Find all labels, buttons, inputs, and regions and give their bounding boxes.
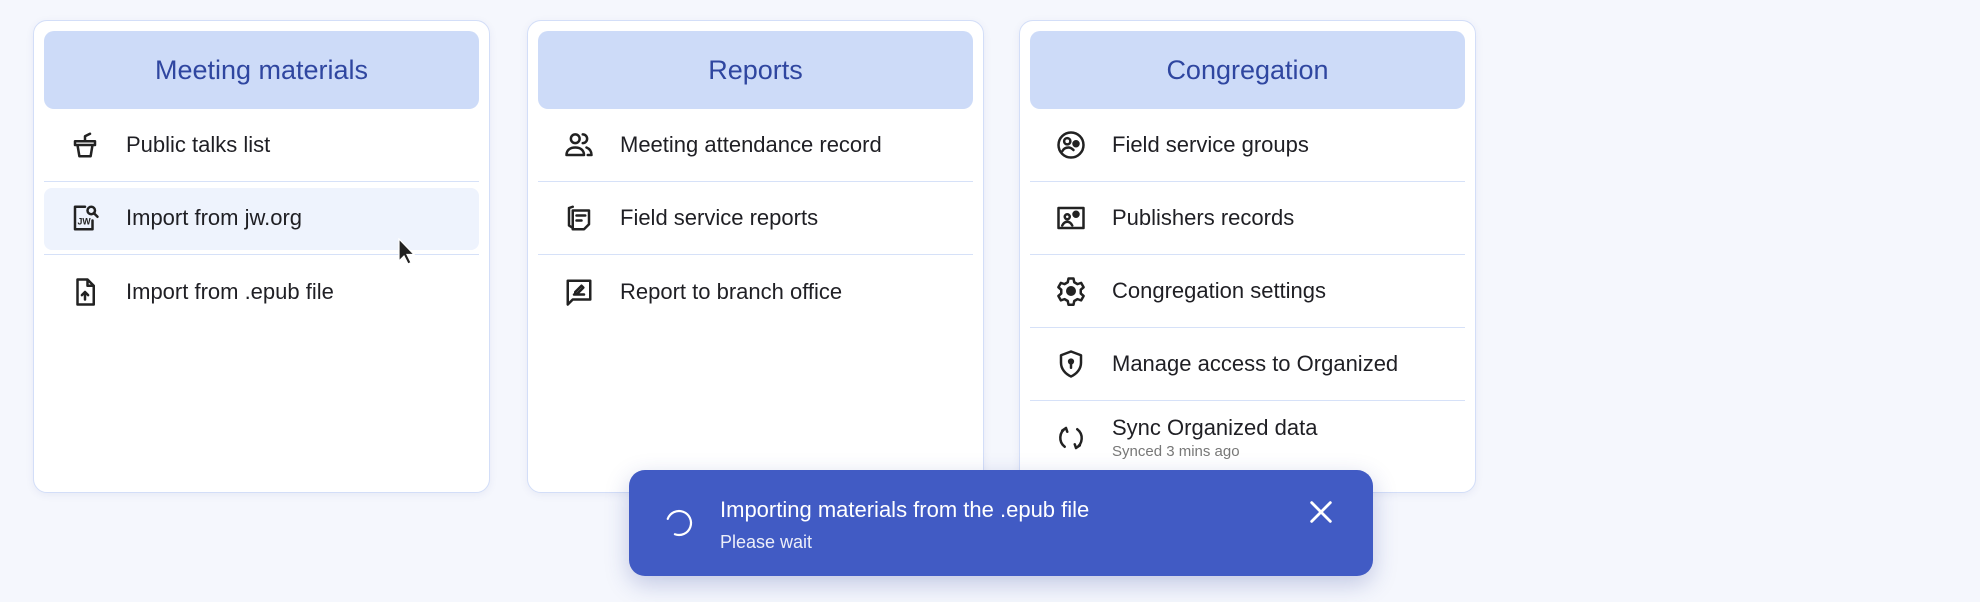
menu-item-manage-access[interactable]: Manage access to Organized: [1030, 328, 1465, 401]
sync-status: Synced 3 mins ago: [1112, 443, 1240, 460]
menu-item-public-talks[interactable]: Public talks list: [44, 109, 479, 182]
menu-item-field-service-reports[interactable]: Field service reports: [538, 182, 973, 255]
mouse-cursor-icon: [398, 238, 416, 265]
menu-item-attendance[interactable]: Meeting attendance record: [538, 109, 973, 182]
close-icon[interactable]: [1307, 498, 1335, 526]
spinner-icon: [666, 509, 693, 537]
menu-item-label: Congregation settings: [1112, 278, 1327, 303]
gear-icon: [1056, 276, 1086, 306]
sync-icon: [1056, 423, 1086, 453]
menu-item-label: Manage access to Organized: [1112, 351, 1399, 376]
menu-item-label: Sync Organized data Synced 3 mins ago: [1112, 415, 1318, 460]
menu-item-label: Publishers records: [1112, 205, 1295, 230]
id-card-icon: [1056, 203, 1086, 233]
menu-item-groups[interactable]: Field service groups: [1030, 109, 1465, 182]
card-reports: Reports Meeting attendance record Field …: [527, 20, 984, 493]
card-title: Congregation: [1030, 31, 1465, 109]
menu-item-label: Meeting attendance record: [620, 132, 882, 157]
report-sign-icon: [564, 277, 594, 307]
svg-text:JW: JW: [78, 216, 92, 226]
menu-item-publishers[interactable]: Publishers records: [1030, 182, 1465, 255]
menu-item-sync[interactable]: Sync Organized data Synced 3 mins ago: [1030, 401, 1465, 474]
card-title: Meeting materials: [44, 31, 479, 109]
menu-item-import-jw[interactable]: JW Import from jw.org: [44, 182, 479, 255]
file-upload-icon: [70, 277, 100, 307]
import-toast: Importing materials from the .epub file …: [629, 470, 1373, 576]
menu-item-settings[interactable]: Congregation settings: [1030, 255, 1465, 328]
card-congregation: Congregation Field service groups Publis…: [1019, 20, 1476, 493]
menu-item-label: Field service reports: [620, 205, 819, 230]
menu-item-label: Public talks list: [126, 132, 271, 157]
podium-icon: [70, 130, 100, 160]
menu-item-label: Import from .epub file: [126, 278, 334, 304]
people-icon: [564, 130, 594, 160]
menu-item-label: Field service groups: [1112, 132, 1309, 157]
card-meeting-materials: Meeting materials Public talks list JW I…: [33, 20, 490, 493]
card-title: Reports: [538, 31, 973, 109]
menu-item-label: Report to branch office: [620, 278, 843, 304]
menu-item-import-epub[interactable]: Import from .epub file: [44, 255, 479, 328]
reports-icon: [564, 203, 594, 233]
toast-subtitle: Please wait: [720, 532, 813, 552]
menu-item-label: Import from jw.org: [126, 205, 303, 230]
jw-search-icon: JW: [70, 203, 100, 233]
menu-item-branch-report[interactable]: Report to branch office: [538, 255, 973, 328]
shield-lock-icon: [1056, 349, 1086, 379]
toast-title: Importing materials from the .epub file: [720, 497, 1090, 522]
groups-icon: [1056, 130, 1086, 160]
